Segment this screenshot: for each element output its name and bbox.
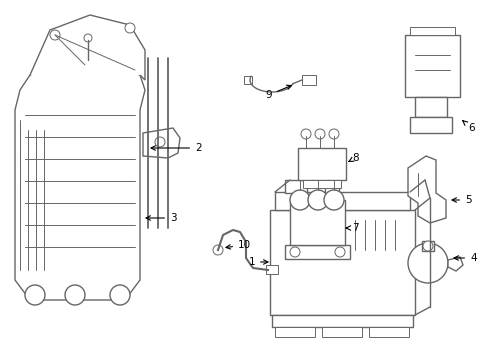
Bar [244, 76, 252, 84]
Bar [322, 327, 362, 337]
Circle shape [65, 285, 85, 305]
Circle shape [329, 129, 339, 139]
Circle shape [125, 23, 135, 33]
Polygon shape [15, 60, 145, 300]
Bar [275, 192, 410, 210]
Text: 3: 3 [146, 213, 176, 223]
Circle shape [155, 137, 165, 147]
Circle shape [324, 190, 344, 210]
Text: 6: 6 [463, 121, 475, 133]
Bar [298, 148, 346, 180]
Bar [270, 210, 415, 315]
Circle shape [301, 129, 311, 139]
Circle shape [25, 285, 45, 305]
Circle shape [335, 247, 345, 257]
Circle shape [50, 30, 60, 40]
Bar [415, 97, 447, 117]
Bar [410, 27, 455, 35]
Bar [422, 241, 434, 251]
Bar [369, 327, 409, 337]
Circle shape [423, 241, 433, 251]
Bar [290, 200, 345, 245]
Circle shape [84, 34, 92, 42]
Circle shape [213, 245, 223, 255]
Circle shape [290, 247, 300, 257]
Text: 9: 9 [266, 85, 291, 100]
Bar [285, 180, 307, 193]
Bar [272, 315, 413, 327]
Text: 10: 10 [226, 240, 251, 250]
Circle shape [110, 285, 130, 305]
Text: 5: 5 [452, 195, 472, 205]
Circle shape [308, 190, 328, 210]
Bar [302, 75, 316, 85]
Circle shape [315, 129, 325, 139]
Text: 8: 8 [349, 153, 359, 163]
Text: 1: 1 [248, 257, 268, 267]
Circle shape [408, 243, 448, 283]
Bar [410, 117, 452, 133]
Bar [285, 245, 350, 259]
Bar [325, 184, 339, 194]
Polygon shape [143, 128, 180, 158]
Text: 7: 7 [346, 223, 359, 233]
Polygon shape [30, 15, 145, 80]
Text: 2: 2 [151, 143, 201, 153]
Polygon shape [408, 156, 446, 223]
Bar [303, 180, 341, 188]
Polygon shape [448, 257, 463, 271]
Text: 4: 4 [454, 253, 477, 263]
Bar [275, 327, 315, 337]
Circle shape [290, 190, 310, 210]
Bar [405, 35, 460, 97]
Bar [266, 265, 278, 274]
